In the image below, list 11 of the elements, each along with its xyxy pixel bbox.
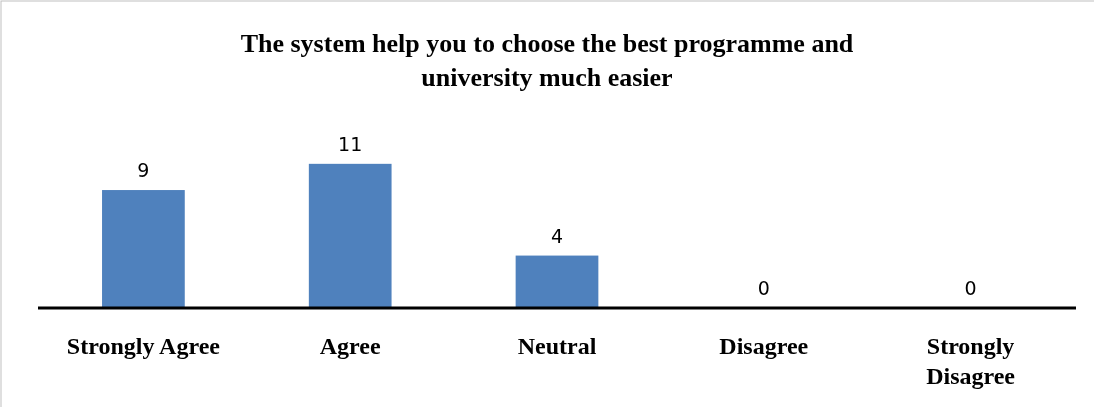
x-tick-label: Strongly Agree <box>66 333 221 359</box>
data-label: 9 <box>137 159 150 182</box>
data-label: 0 <box>964 277 977 299</box>
data-label: 0 <box>757 277 770 299</box>
data-label: 11 <box>338 132 363 155</box>
x-tick-label: Strongly Disagree <box>926 333 1016 389</box>
data-label: 4 <box>550 224 564 247</box>
x-tick-label: Neutral <box>517 333 597 359</box>
x-tick-label: Disagree <box>719 333 809 359</box>
chart-title: The system help you to choose the best programme and university much easier <box>240 29 854 92</box>
x-tick-label: Agree <box>319 333 381 359</box>
